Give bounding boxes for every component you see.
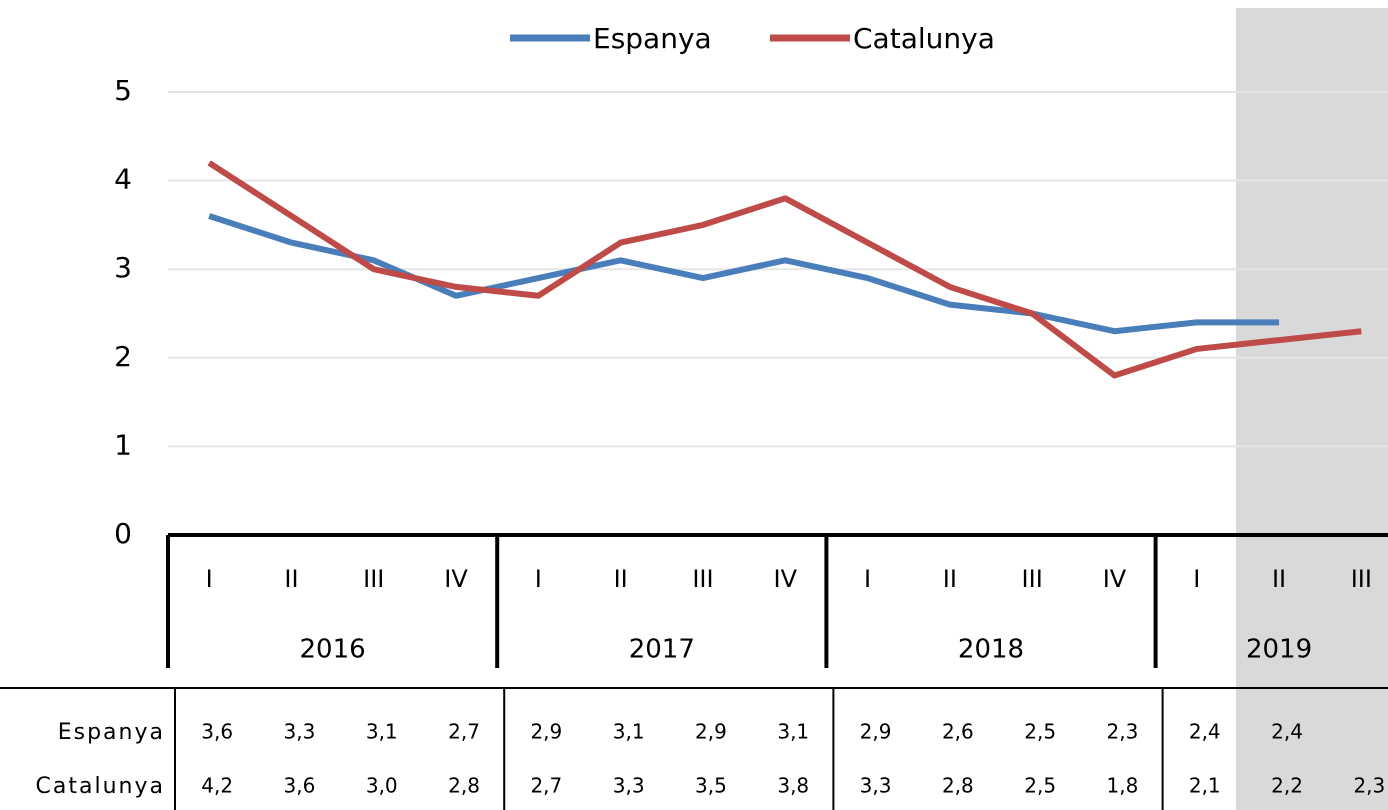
table-cell: 2,4 bbox=[1271, 720, 1303, 744]
table-cell: 2,9 bbox=[530, 720, 562, 744]
table-cell: 3,3 bbox=[860, 774, 892, 798]
table-cell: 2,3 bbox=[1353, 774, 1385, 798]
table-row-label: Catalunya bbox=[36, 774, 165, 799]
x-tick-label: III bbox=[692, 565, 713, 593]
x-tick-label: IV bbox=[1103, 565, 1127, 593]
table-cell: 3,5 bbox=[695, 774, 727, 798]
table-cell: 2,6 bbox=[942, 720, 974, 744]
table-cell: 3,6 bbox=[284, 774, 316, 798]
table-cell: 3,0 bbox=[366, 774, 398, 798]
table-cell: 2,2 bbox=[1271, 774, 1303, 798]
legend-label: Catalunya bbox=[853, 22, 995, 55]
x-tick-label: I bbox=[206, 565, 213, 593]
x-tick-label: II bbox=[284, 565, 298, 593]
x-tick-label: III bbox=[363, 565, 384, 593]
y-tick-label: 1 bbox=[114, 428, 132, 461]
group-label: 2017 bbox=[629, 635, 695, 665]
y-tick-label: 3 bbox=[114, 251, 132, 284]
x-tick-label: I bbox=[535, 565, 542, 593]
table-cell: 2,8 bbox=[942, 774, 974, 798]
table-cell: 2,7 bbox=[448, 720, 480, 744]
table-cell: 2,8 bbox=[448, 774, 480, 798]
group-label: 2016 bbox=[300, 635, 366, 665]
table-cell: 3,1 bbox=[777, 720, 809, 744]
table-cell: 2,4 bbox=[1189, 720, 1221, 744]
x-tick-label: I bbox=[1193, 565, 1200, 593]
y-tick-label: 0 bbox=[114, 517, 132, 550]
table-cell: 2,9 bbox=[860, 720, 892, 744]
x-tick-label: IV bbox=[774, 565, 798, 593]
table-cell: 2,3 bbox=[1107, 720, 1139, 744]
group-label: 2019 bbox=[1246, 635, 1312, 665]
table-cell: 3,8 bbox=[777, 774, 809, 798]
y-tick-label: 2 bbox=[114, 340, 132, 373]
table-cell: 3,1 bbox=[613, 720, 645, 744]
x-tick-label: IV bbox=[444, 565, 468, 593]
table-cell: 3,3 bbox=[284, 720, 316, 744]
x-tick-label: III bbox=[1022, 565, 1043, 593]
table-cell: 4,2 bbox=[201, 774, 233, 798]
table-cell: 1,8 bbox=[1107, 774, 1139, 798]
series-line bbox=[208, 213, 1280, 335]
table-cell: 2,1 bbox=[1189, 774, 1221, 798]
table-cell: 3,3 bbox=[613, 774, 645, 798]
x-tick-label: II bbox=[943, 565, 957, 593]
legend-label: Espanya bbox=[593, 22, 712, 55]
x-tick-label: II bbox=[614, 565, 628, 593]
x-tick-label: II bbox=[1272, 565, 1286, 593]
table-cell: 2,5 bbox=[1024, 720, 1056, 744]
x-tick-label: I bbox=[864, 565, 871, 593]
table-cell: 3,1 bbox=[366, 720, 398, 744]
y-tick-label: 4 bbox=[114, 163, 132, 196]
table-cell: 2,9 bbox=[695, 720, 727, 744]
series-line bbox=[207, 160, 1362, 379]
table-row-label: Espanya bbox=[58, 720, 165, 745]
group-label: 2018 bbox=[958, 635, 1024, 665]
table-cell: 3,6 bbox=[201, 720, 233, 744]
table-cell: 2,5 bbox=[1024, 774, 1056, 798]
x-tick-label: III bbox=[1351, 565, 1372, 593]
table-cell: 2,7 bbox=[530, 774, 562, 798]
y-tick-label: 5 bbox=[114, 74, 132, 107]
forecast-shade bbox=[1236, 8, 1388, 810]
